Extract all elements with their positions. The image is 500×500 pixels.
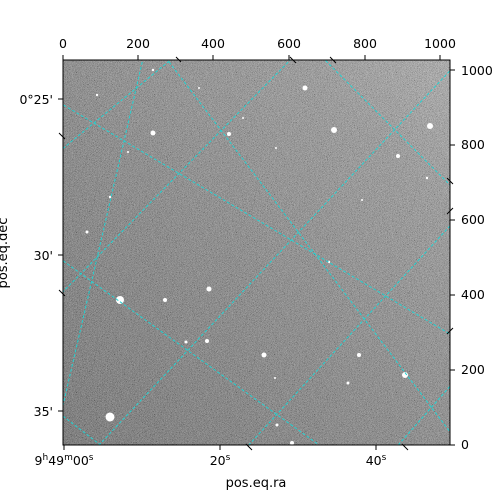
- ra-tick-label-1: 20s: [210, 453, 231, 468]
- dec-tick-label: 0°25': [19, 92, 53, 107]
- right-tick-label: 0: [461, 437, 469, 452]
- grid-edge-tick: [289, 56, 297, 64]
- grid-edge-tick: [58, 132, 66, 140]
- grid-line: [98, 69, 450, 445]
- y-axis-title: pos.eq.dec: [0, 218, 11, 289]
- star: [427, 123, 433, 129]
- star: [357, 353, 361, 357]
- dec-tick-label: 30': [34, 248, 53, 263]
- grid-edge-tick: [446, 327, 454, 335]
- dec-axis: 0°25' 30' 35': [19, 92, 53, 419]
- top-tick-label: 200: [126, 36, 150, 51]
- star: [151, 68, 155, 72]
- star: [242, 117, 244, 119]
- right-tick-label: 200: [461, 362, 485, 377]
- grid-line: [397, 385, 450, 445]
- top-tick-label: 400: [201, 36, 225, 51]
- grid-line: [63, 104, 450, 335]
- grid-line: [63, 60, 172, 150]
- grid-line: [166, 60, 450, 433]
- star: [274, 377, 276, 379]
- top-tick-label: 800: [353, 36, 377, 51]
- star: [402, 372, 408, 378]
- star: [425, 176, 429, 180]
- grid-line: [63, 60, 144, 408]
- star: [163, 298, 167, 302]
- star: [327, 260, 331, 264]
- star: [261, 352, 267, 358]
- ra-tick-label-2: 40s: [366, 453, 387, 468]
- star: [85, 230, 89, 234]
- grid-line: [63, 415, 102, 445]
- star: [127, 151, 129, 153]
- star: [361, 199, 363, 201]
- top-tick-label: 1000: [424, 36, 456, 51]
- right-tick-label: 600: [461, 212, 485, 227]
- right-tick-label: 400: [461, 287, 485, 302]
- star: [150, 130, 156, 136]
- top-pixel-axis: 0 200 400 600 800 1000: [59, 36, 456, 51]
- plot-frame: [62, 59, 451, 446]
- sky-image: [63, 60, 450, 445]
- grid-edge-tick: [446, 177, 454, 185]
- star: [184, 340, 188, 344]
- star: [227, 132, 231, 136]
- star-field: [85, 68, 433, 445]
- dec-tick-label: 35': [34, 404, 53, 419]
- right-tick-label: 1000: [461, 63, 493, 78]
- grid-line: [248, 225, 450, 445]
- grid-edge-tick: [329, 56, 337, 64]
- grid-line: [324, 60, 450, 186]
- star: [302, 85, 308, 91]
- grid-edge-tick: [58, 289, 66, 297]
- star: [95, 93, 99, 97]
- top-tick-label: 600: [277, 36, 301, 51]
- coordinate-grid: [63, 60, 450, 445]
- star: [396, 154, 400, 158]
- right-tick-label: 800: [461, 137, 485, 152]
- tick-marks: [58, 55, 455, 451]
- grid-line: [63, 260, 321, 445]
- grid-line: [63, 60, 291, 293]
- star: [205, 339, 209, 343]
- star: [275, 423, 279, 427]
- top-tick-label: 0: [59, 36, 67, 51]
- grid-edge-tick: [401, 443, 409, 451]
- star: [290, 441, 294, 445]
- star: [346, 381, 350, 385]
- star: [198, 87, 200, 89]
- star: [105, 412, 115, 422]
- grid-edge-tick: [446, 207, 454, 215]
- star: [275, 147, 277, 149]
- star: [331, 127, 337, 133]
- grid-edge-tick: [245, 443, 253, 451]
- ra-axis: 9h49m00s 20s 40s: [35, 453, 387, 468]
- star: [108, 195, 112, 199]
- star: [206, 286, 212, 292]
- right-pixel-axis: 0 200 400 600 800 1000: [461, 63, 493, 452]
- x-axis-title: pos.eq.ra: [226, 476, 287, 491]
- ra-tick-label-0: 9h49m00s: [35, 453, 94, 468]
- grid-edge-tick: [175, 56, 182, 63]
- star: [116, 296, 124, 304]
